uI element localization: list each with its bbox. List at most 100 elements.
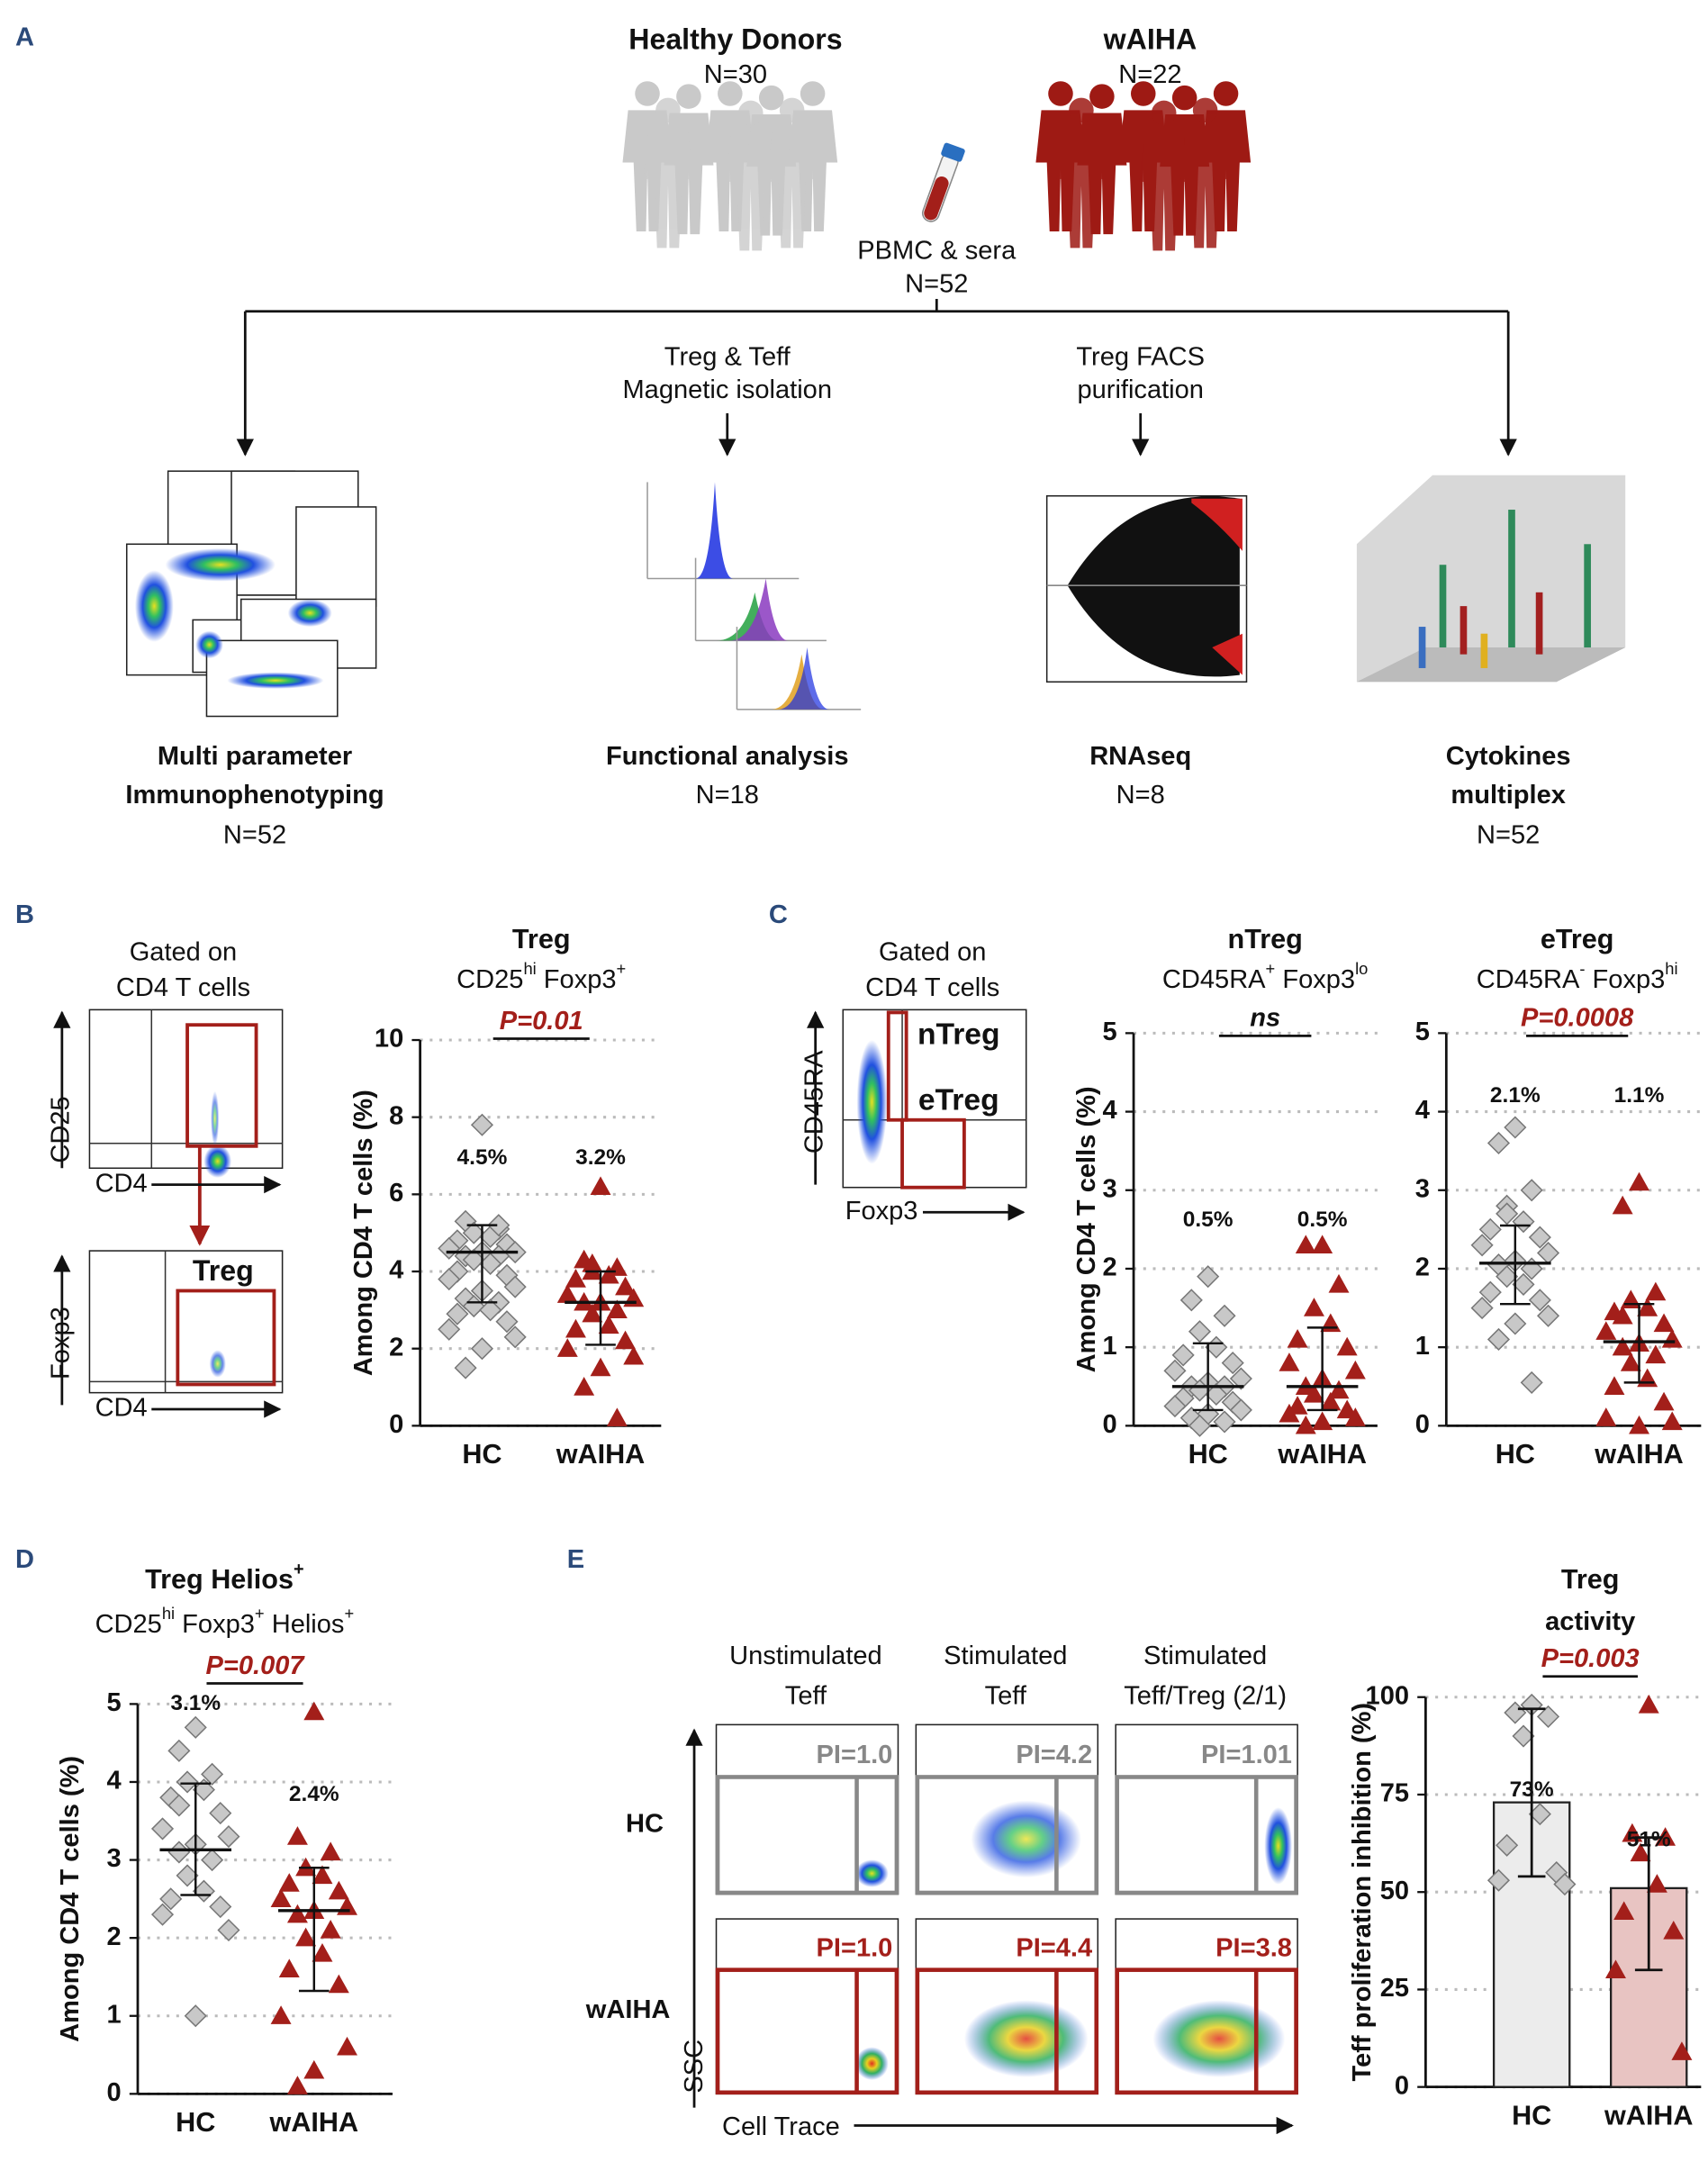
analysis-name: Cytokines [1446,742,1571,771]
analysis-name: Functional analysis [606,742,849,771]
data-point [1344,1360,1366,1379]
text-part: Treg [1561,1564,1620,1595]
data-point [209,1895,232,1919]
data-point [1487,1327,1511,1352]
data-point [1496,1833,1519,1857]
median-label: 2.1% [1490,1083,1541,1108]
x-tick-label: wAIHA [556,1439,646,1470]
text-part: Foxp3 [175,1610,255,1639]
data-point [1320,1391,1342,1411]
y-tick-label: 3 [1103,1174,1117,1203]
text-part: - [1579,959,1585,978]
chart-subtitle: CD25hi Foxp3+ [456,959,626,994]
step-label: Treg FACS [1076,342,1205,371]
text-part: + [255,1604,265,1623]
data-point [470,1113,493,1136]
chart-subtitle: CD25hi Foxp3+ Helios+ [95,1604,355,1639]
text-part: activity [1545,1607,1635,1636]
axis-label: Cell Trace [722,2112,840,2141]
median-label: 1.1% [1614,1083,1665,1108]
data-point [462,1221,485,1244]
x-tick-label: wAIHA [1604,2100,1694,2130]
pi-label: PI=1.0 [817,1933,893,1962]
group-name: Healthy Donors [628,23,842,55]
data-point [454,1356,477,1379]
significance: ns [1250,1004,1280,1033]
data-point [1496,1265,1519,1289]
immunophenotyping-thumbnail [125,470,377,718]
data-point [1553,1872,1577,1896]
data-point [1663,1921,1685,1940]
flow-plot [53,1250,284,1418]
y-axis-label: Teff proliferation inhibition (%) [1348,1703,1377,2082]
data-point [1163,1359,1187,1382]
data-point [1528,1289,1551,1312]
data-point [1470,1234,1494,1257]
x-tick-label: wAIHA [1277,1439,1367,1470]
data-point [556,1284,578,1303]
x-tick-label: wAIHA [1594,1439,1684,1470]
pi-label: PI=4.4 [1016,1933,1092,1962]
data-point [1612,1305,1633,1325]
analysis-name: multiplex [1450,781,1566,810]
data-point [167,1794,191,1817]
text-part: Treg Helios [145,1564,294,1595]
axis-label: CD4 [95,1394,148,1423]
y-axis-label: Among CD4 T cells (%) [1072,1086,1101,1372]
data-point [201,1762,224,1786]
data-point [192,1879,215,1903]
data-point [1613,1901,1635,1921]
text-part: Treg [512,924,571,954]
data-point [184,1715,207,1739]
gate-label: nTreg [917,1018,1000,1051]
data-point [1221,1352,1244,1375]
axis-label: CD4 [95,1169,148,1198]
data-point [1287,1328,1308,1348]
x-tick-label: HC [1496,1439,1535,1470]
data-point [1470,1297,1494,1320]
data-point [1520,1179,1543,1202]
data-point [574,1377,595,1396]
axis-label: SSC [680,2040,709,2094]
column-header: Stimulated [944,1642,1067,1670]
data-point [1487,1868,1511,1892]
column-header: Teff/Treg (2/1) [1124,1681,1287,1710]
y-tick-label: 100 [1366,1681,1409,1710]
text-part: Foxp3 [1585,965,1665,994]
data-point [1655,1827,1676,1846]
data-point [1645,1344,1667,1364]
data-point [201,1849,224,1872]
data-point [328,1880,349,1900]
text-part: + [1266,959,1276,978]
column-header: Teff [785,1681,827,1710]
column-header: Unstimulated [729,1642,882,1670]
data-point [623,1345,645,1365]
text-part: Foxp3 [537,965,617,994]
data-point [1512,1724,1535,1748]
text-part: CD25 [95,1610,162,1639]
gate-label: Treg [193,1254,254,1287]
data-point [495,1310,519,1334]
flow-plot [53,1009,284,1246]
text-part: Helios [265,1610,345,1639]
data-point [312,1865,333,1885]
data-point [270,2005,292,2024]
data-point [1612,1195,1633,1215]
y-tick-label: 0 [106,2078,121,2107]
gate-caption: Gated on [130,937,238,966]
data-point [1536,1304,1560,1327]
data-point [1604,1376,1625,1395]
data-point [1661,1411,1683,1431]
panel-label: C [769,900,788,929]
median-label: 4.5% [457,1145,508,1170]
analysis-n: N=8 [1116,781,1165,810]
significance: P=0.003 [1541,1644,1640,1673]
median-label: 0.5% [1297,1208,1348,1232]
median-label: 0.5% [1183,1208,1234,1232]
data-point [278,1958,300,1977]
data-point [1229,1398,1252,1422]
data-point [1653,1313,1675,1333]
data-point [615,1330,637,1350]
data-point [606,1407,628,1426]
text-part: hi [1665,959,1677,978]
